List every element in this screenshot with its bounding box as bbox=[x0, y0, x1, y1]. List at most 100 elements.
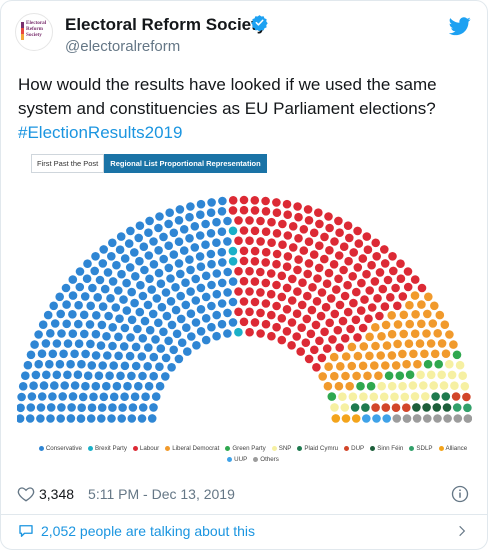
seat-labour bbox=[349, 298, 358, 308]
seat-conservative bbox=[126, 333, 135, 342]
seat-conservative bbox=[161, 353, 171, 363]
seat-conservative bbox=[48, 392, 57, 401]
seat-labour bbox=[325, 318, 335, 328]
seat-labour bbox=[256, 237, 265, 246]
legend-swatch bbox=[165, 445, 171, 451]
seat-conservative bbox=[134, 233, 143, 243]
avatar[interactable]: Electoral Reform Society bbox=[15, 13, 53, 51]
seat-liberal-democrat bbox=[318, 372, 328, 381]
seat-conservative bbox=[68, 310, 77, 319]
seat-labour bbox=[282, 283, 292, 293]
seat-liberal-democrat bbox=[445, 330, 454, 339]
legend-label: SNP bbox=[278, 445, 292, 452]
seat-liberal-democrat bbox=[323, 381, 333, 391]
seat-conservative bbox=[131, 272, 140, 281]
seat-labour bbox=[266, 269, 276, 278]
seat-plaid-cymru bbox=[441, 392, 451, 401]
seat-conservative bbox=[206, 208, 216, 217]
legend-item-dup: DUP bbox=[344, 443, 364, 454]
account-handle[interactable]: @electoralreform bbox=[65, 38, 181, 55]
seat-labour bbox=[410, 275, 420, 284]
seat-snp bbox=[390, 392, 399, 402]
seat-conservative bbox=[94, 371, 104, 380]
seat-conservative bbox=[102, 332, 111, 341]
seat-sinn-f-in bbox=[412, 403, 421, 412]
seat-liberal-democrat bbox=[410, 329, 420, 338]
seat-conservative bbox=[98, 259, 108, 268]
seat-conservative bbox=[228, 277, 238, 286]
seat-conservative bbox=[149, 371, 158, 381]
heart-icon[interactable] bbox=[17, 485, 35, 503]
seat-labour bbox=[365, 286, 375, 295]
seat-conservative bbox=[131, 361, 141, 371]
legend-label: Labour bbox=[139, 445, 160, 452]
seat-dup bbox=[451, 392, 461, 401]
info-icon[interactable] bbox=[451, 485, 469, 503]
seat-conservative bbox=[212, 331, 221, 341]
conversation-link[interactable]: 2,052 people are talking about this bbox=[17, 522, 255, 540]
hashtag-link[interactable]: #ElectionResults2019 bbox=[18, 123, 183, 142]
seat-labour bbox=[272, 280, 281, 290]
seat-labour bbox=[239, 226, 249, 235]
seat-conservative bbox=[66, 414, 76, 423]
seat-conservative bbox=[86, 301, 95, 311]
seat-conservative bbox=[128, 403, 138, 412]
seat-conservative bbox=[169, 250, 179, 259]
seat-labour bbox=[294, 212, 303, 222]
seat-conservative bbox=[201, 335, 211, 345]
seat-conservative bbox=[23, 360, 33, 370]
seat-green-party bbox=[384, 371, 394, 380]
seat-conservative bbox=[103, 351, 112, 360]
seat-labour bbox=[372, 252, 382, 261]
seat-conservative bbox=[217, 247, 227, 257]
seat-conservative bbox=[120, 323, 130, 333]
account-name[interactable]: Electoral Reform Society bbox=[65, 15, 267, 34]
seat-conservative bbox=[48, 349, 58, 359]
seat-conservative bbox=[147, 414, 157, 423]
seat-liberal-democrat bbox=[329, 352, 339, 362]
seat-conservative bbox=[174, 237, 184, 246]
chevron-right-icon[interactable] bbox=[455, 524, 469, 538]
seat-liberal-democrat bbox=[437, 339, 447, 348]
seat-labour bbox=[292, 332, 302, 341]
seat-conservative bbox=[228, 318, 238, 327]
seat-conservative bbox=[39, 381, 49, 390]
seat-conservative bbox=[130, 248, 139, 257]
seat-snp bbox=[429, 381, 439, 390]
seat-conservative bbox=[218, 196, 227, 206]
seat-liberal-democrat bbox=[449, 340, 458, 349]
seat-labour bbox=[314, 208, 323, 217]
seat-conservative bbox=[151, 335, 160, 344]
twitter-bird-icon[interactable] bbox=[449, 15, 471, 37]
seat-conservative bbox=[106, 294, 115, 303]
tab-first-past-the-post[interactable]: First Past the Post bbox=[31, 154, 105, 173]
seat-conservative bbox=[169, 345, 178, 355]
seat-conservative bbox=[62, 319, 71, 329]
seat-conservative bbox=[61, 283, 71, 293]
timestamp[interactable]: 5:11 PM - Dec 13, 2019 bbox=[88, 486, 235, 502]
seat-dup bbox=[381, 403, 391, 412]
seat-labour bbox=[403, 267, 413, 276]
seat-conservative bbox=[56, 309, 65, 319]
seat-liberal-democrat bbox=[399, 310, 409, 320]
seat-conservative bbox=[70, 381, 80, 390]
seat-conservative bbox=[155, 381, 165, 391]
like-count[interactable]: 3,348 bbox=[39, 486, 75, 502]
seat-conservative bbox=[86, 414, 96, 423]
seat-labour bbox=[360, 295, 369, 304]
seat-labour bbox=[356, 306, 366, 315]
seat-brexit-party bbox=[228, 257, 238, 266]
seat-conservative bbox=[164, 336, 173, 346]
seat-conservative bbox=[157, 302, 167, 312]
seat-conservative bbox=[42, 370, 51, 380]
seat-conservative bbox=[179, 225, 189, 234]
seat-conservative bbox=[82, 274, 92, 283]
seat-conservative bbox=[143, 362, 152, 371]
seat-labour bbox=[315, 219, 324, 229]
seat-conservative bbox=[167, 363, 176, 372]
tab-regional-list-pr[interactable]: Regional List Proportional Representatio… bbox=[104, 154, 267, 173]
legend-label: DUP bbox=[351, 445, 365, 452]
seat-conservative bbox=[120, 361, 130, 371]
legend-item-sdlp: SDLP bbox=[409, 443, 433, 454]
seat-labour bbox=[228, 196, 238, 205]
